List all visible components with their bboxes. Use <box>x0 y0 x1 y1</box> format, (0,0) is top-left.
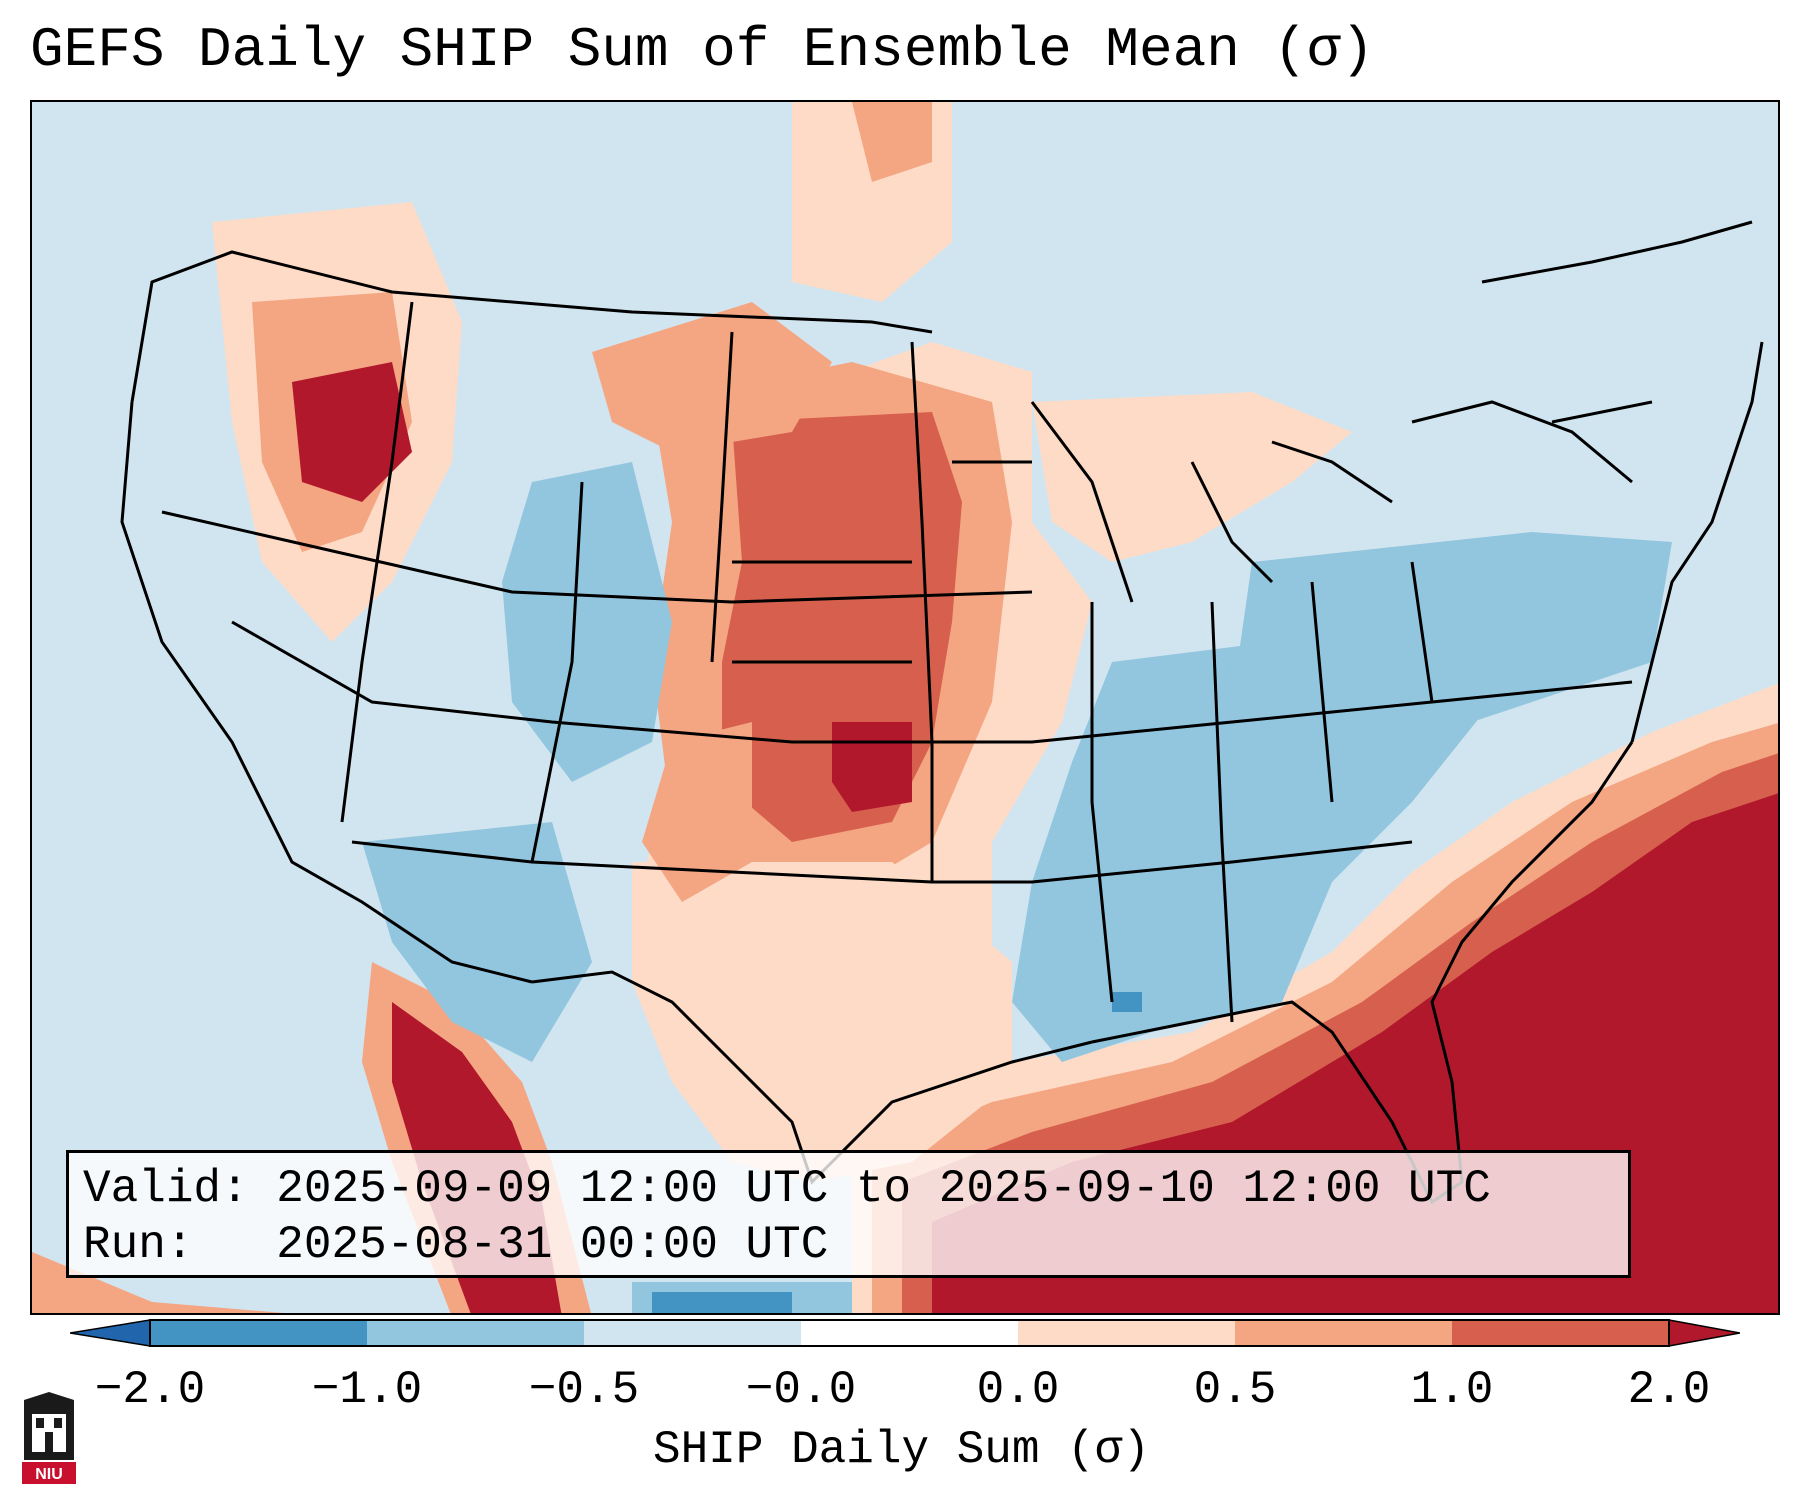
colorbar-tick: 2.0 <box>1627 1364 1711 1416</box>
colorbar-tick: −2.0 <box>94 1364 206 1416</box>
colorbar-tick: −1.0 <box>311 1364 423 1416</box>
colorbar-bin-6 <box>1235 1320 1452 1346</box>
colorbar-label: SHIP Daily Sum (σ) <box>653 1424 1150 1476</box>
texas-anomaly-light <box>632 862 1012 1182</box>
colorbar-tick: 1.0 <box>1410 1364 1494 1416</box>
colorbar-extend-low <box>70 1319 151 1347</box>
colorbar-bin-5 <box>1018 1320 1235 1346</box>
colorbar-bin-1 <box>150 1320 367 1346</box>
colorbar-bin-4 <box>801 1320 1018 1346</box>
valid-value: 2025-09-09 12:00 UTC to 2025-09-10 12:00… <box>276 1163 1491 1215</box>
ship-field-map <box>32 102 1778 1313</box>
colorbar <box>70 1319 1740 1347</box>
kansas-anomaly-max <box>832 722 912 812</box>
colorbar-bin-7 <box>1452 1320 1669 1346</box>
state-boundaries <box>120 220 1764 1205</box>
colorbar-extend-high <box>1668 1319 1740 1347</box>
colorbar-tick: 0.5 <box>1193 1364 1277 1416</box>
niu-logo-icon: NIU <box>22 1392 76 1484</box>
idaho-anomaly-max <box>292 362 412 502</box>
colorbar-tick: 0.0 <box>976 1364 1060 1416</box>
great-lakes-anomaly <box>1032 392 1352 562</box>
arizona-anomaly-cool <box>362 822 592 1062</box>
ohio-valley-anomaly-cool <box>1232 532 1672 742</box>
logo-text: NIU <box>35 1466 63 1483</box>
run-value: 2025-08-31 00:00 UTC <box>276 1219 829 1271</box>
valid-label: Valid: <box>83 1163 249 1215</box>
colorbar-bin-3 <box>584 1320 801 1346</box>
canada-central-anomaly-mid <box>852 102 932 182</box>
mexico-south-anomaly <box>32 1252 284 1313</box>
map-title: GEFS Daily SHIP Sum of Ensemble Mean (σ) <box>30 18 1375 82</box>
new-mexico-anomaly <box>642 722 752 902</box>
rockies-anomaly-cool <box>502 462 672 782</box>
louisiana-anomaly-strong <box>1112 992 1142 1012</box>
map-panel <box>30 100 1780 1315</box>
validity-info-box: Valid: 2025-09-09 12:00 UTC to 2025-09-1… <box>66 1150 1631 1278</box>
run-label: Run: <box>83 1219 194 1271</box>
northern-plains-anomaly <box>592 302 832 452</box>
colorbar-tick: −0.0 <box>745 1364 857 1416</box>
mexico-interior-anomaly-strong <box>652 1292 792 1313</box>
colorbar-bin-2 <box>367 1320 584 1346</box>
colorbar-tick: −0.5 <box>528 1364 640 1416</box>
